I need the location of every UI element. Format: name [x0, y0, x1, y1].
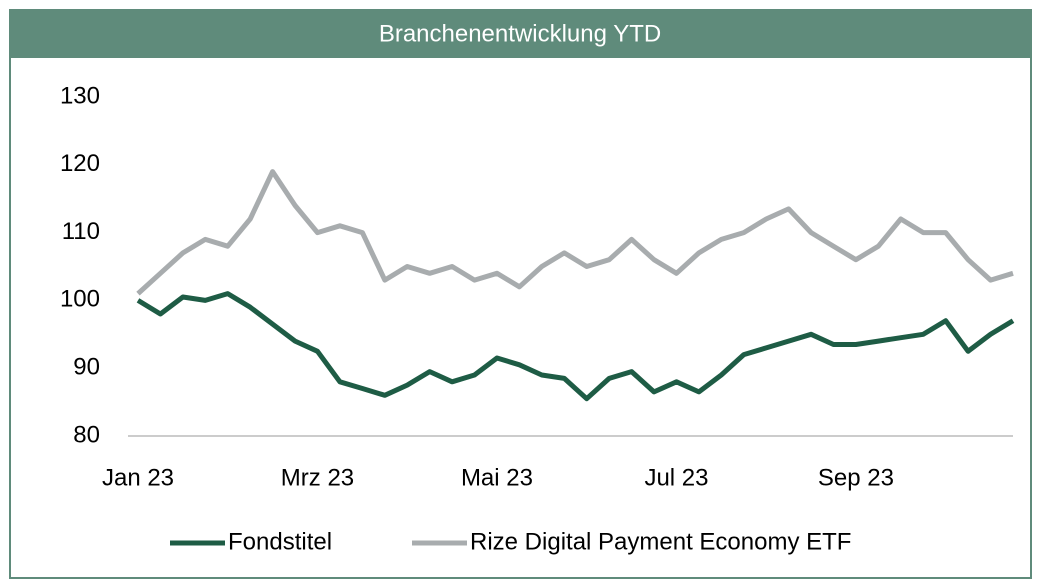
y-tick-label: 120: [60, 150, 100, 177]
frame: [9, 9, 1032, 579]
y-tick-label: 80: [73, 421, 100, 448]
x-tick-label: Mai 23: [461, 464, 533, 491]
x-tick-label: Jan 23: [102, 464, 174, 491]
header: [10, 10, 1031, 58]
legend-label: Rize Digital Payment Economy ETF: [470, 528, 851, 555]
chart-title: Branchenentwicklung YTD: [379, 20, 661, 47]
y-tick-label: 100: [60, 286, 100, 313]
y-tick-label: 110: [62, 218, 100, 245]
series-line: [136, 291, 1015, 402]
x-tick-label: Mrz 23: [281, 464, 354, 491]
series-line: [136, 169, 1014, 296]
x-tick-label: Jul 23: [644, 464, 708, 491]
legend-label: Fondstitel: [228, 528, 332, 555]
x-tick-label: Sep 23: [818, 464, 894, 491]
y-tick-label: 130: [60, 82, 100, 109]
y-tick-label: 90: [73, 354, 100, 381]
